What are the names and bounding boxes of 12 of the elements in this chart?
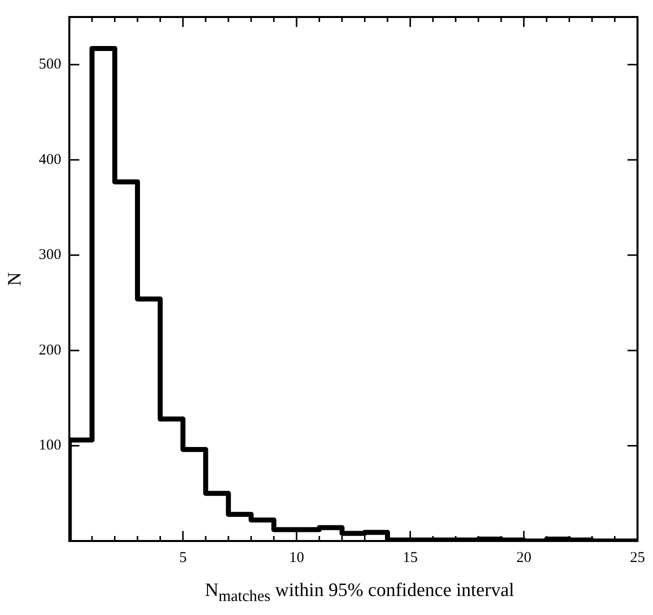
y-tick-label: 300 [38,247,62,264]
y-tick-label: 200 [38,342,62,358]
x-axis-title: N$_{matches}$ within 95% confidence interval [204,580,516,606]
y-tick-label: 500 [38,56,62,73]
x-tick-label: 15 [402,550,418,566]
x-tick-label: 10 [289,550,304,566]
x-tick-label: 5 [179,550,187,566]
y-axis-title: N [4,272,26,286]
x-tick-label: 25 [630,550,645,566]
y-tick-label: 400 [38,152,62,168]
x-tick-label: 20 [516,550,532,566]
y-tick-label: 100 [38,438,62,454]
